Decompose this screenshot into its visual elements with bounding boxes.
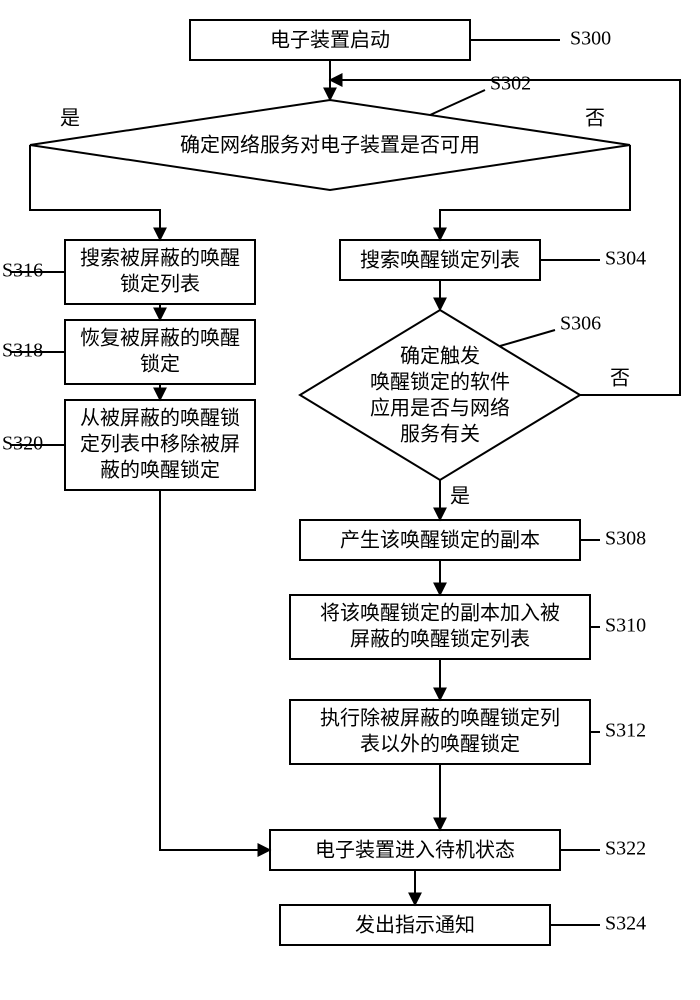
label-s304: S304 — [605, 248, 646, 270]
label-s324: S324 — [605, 913, 646, 935]
node-s312-text-1: 执行除被屏蔽的唤醒锁定列 — [320, 707, 560, 730]
branch-s302-no: 否 — [585, 108, 605, 130]
label-s316: S316 — [2, 260, 43, 282]
node-s318-text-1: 恢复被屏蔽的唤醒 — [80, 327, 240, 350]
label-s310: S310 — [605, 615, 646, 637]
node-s324-text: 发出指示通知 — [355, 914, 475, 937]
node-s306-text-2: 唤醒锁定的软件 — [370, 371, 510, 394]
label-s312: S312 — [605, 720, 646, 742]
label-s320: S320 — [2, 433, 43, 455]
node-s304-text: 搜索唤醒锁定列表 — [360, 249, 520, 272]
edge-s302-yes — [30, 145, 160, 240]
flowchart: 电子装置启动 S300 确定网络服务对电子装置是否可用 S302 是 否 搜索被… — [0, 0, 700, 1000]
node-s318-text-2: 锁定 — [140, 353, 180, 376]
node-s306-text-4: 服务有关 — [400, 423, 480, 446]
leader-s306 — [500, 330, 555, 346]
label-s302: S302 — [490, 73, 531, 95]
node-s310-text-1: 将该唤醒锁定的副本加入被 — [320, 602, 560, 625]
label-s318: S318 — [2, 340, 43, 362]
branch-s302-yes: 是 — [60, 108, 80, 130]
node-s320-text-1: 从被屏蔽的唤醒锁 — [80, 407, 240, 430]
leader-s302 — [430, 90, 485, 115]
label-s308: S308 — [605, 528, 646, 550]
node-s322-text: 电子装置进入待机状态 — [315, 839, 515, 862]
node-s320-text-3: 蔽的唤醒锁定 — [100, 459, 220, 482]
node-s316-text-1: 搜索被屏蔽的唤醒 — [80, 247, 240, 270]
label-s300: S300 — [570, 28, 611, 50]
node-s306-text-3: 应用是否与网络 — [370, 397, 510, 420]
branch-s306-no: 否 — [610, 368, 630, 390]
node-s320-text-2: 定列表中移除被屏 — [80, 433, 240, 456]
node-s302-text: 确定网络服务对电子装置是否可用 — [180, 134, 480, 157]
node-s316-text-2: 锁定列表 — [120, 273, 200, 296]
node-s306-text-1: 确定触发 — [400, 345, 480, 368]
node-s310-text-2: 屏蔽的唤醒锁定列表 — [350, 628, 530, 651]
label-s306: S306 — [560, 313, 601, 335]
label-s322: S322 — [605, 838, 646, 860]
branch-s306-yes: 是 — [450, 486, 470, 508]
edge-s320-s322 — [160, 490, 270, 850]
node-s308-text: 产生该唤醒锁定的副本 — [340, 529, 540, 552]
node-s300-text: 电子装置启动 — [270, 29, 390, 52]
node-s312-text-2: 表以外的唤醒锁定 — [360, 733, 520, 756]
